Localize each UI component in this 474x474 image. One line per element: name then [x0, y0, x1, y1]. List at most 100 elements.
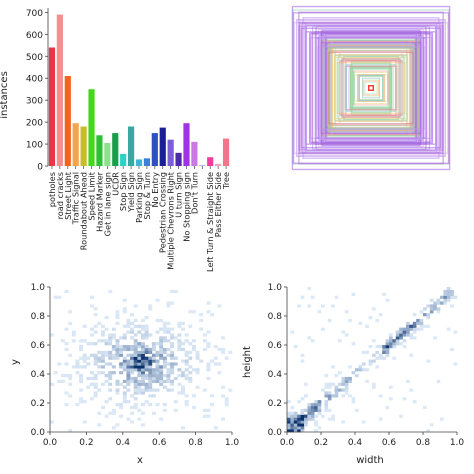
- wh-cell: [402, 397, 407, 401]
- xy-cell: [122, 397, 127, 401]
- xy-cell: [82, 365, 87, 369]
- xy-cell: [177, 391, 182, 395]
- xy-cell: [133, 318, 138, 323]
- wh-cell: [324, 403, 329, 407]
- xy-histogram: 0.00.0 0.2 0.2 0.4 0.4 0.6 0.6 0.8 0.8 1.0 1.0 x y: [10, 283, 239, 466]
- xy-cell: [100, 359, 105, 363]
- xy-cell: [151, 376, 156, 381]
- xy-cell: [137, 356, 142, 360]
- xy-cell: [159, 382, 164, 386]
- xy-cell: [104, 414, 109, 418]
- xy-cell: [162, 374, 167, 378]
- wh-cell: [338, 339, 342, 343]
- xy-cell: [93, 356, 98, 360]
- xy-cell: [115, 379, 120, 383]
- xy-cell: [177, 347, 182, 352]
- box: [314, 37, 428, 139]
- xy-cell: [170, 379, 175, 383]
- xy-cell: [79, 345, 84, 349]
- wh-cell: [385, 350, 390, 354]
- wh-cell: [317, 408, 322, 412]
- xy-cell: [224, 397, 229, 401]
- box: [332, 45, 410, 131]
- xy-cell: [141, 403, 145, 407]
- xy-cell: [144, 382, 149, 386]
- xy-cell: [93, 385, 98, 389]
- xy-cell: [141, 356, 145, 360]
- xy-cell: [108, 333, 113, 337]
- wh-cell: [317, 411, 322, 415]
- wh-y-tick-label: 1.0: [268, 283, 283, 293]
- xy-cell: [104, 400, 109, 404]
- wh-cell: [307, 287, 312, 291]
- wh-cell: [327, 385, 332, 389]
- xy-cell: [137, 408, 142, 412]
- xy-cell: [126, 359, 131, 363]
- xy-cell: [60, 374, 65, 378]
- xy-cell: [75, 359, 80, 363]
- xy-cell: [141, 359, 145, 363]
- xy-cell: [148, 365, 153, 369]
- xy-cell: [122, 365, 127, 369]
- wh-cell: [287, 429, 291, 433]
- wh-cell: [300, 429, 305, 433]
- xy-cell: [64, 362, 69, 366]
- xy-cell: [100, 382, 105, 386]
- wh-cell: [300, 426, 305, 430]
- box-overlay-panel: [291, 5, 451, 171]
- xy-cell: [115, 423, 120, 427]
- xy-cell: [79, 376, 84, 381]
- xy-cell: [155, 374, 160, 378]
- wh-cell: [416, 321, 420, 325]
- xy-cell: [119, 347, 124, 352]
- xy-cell: [184, 339, 189, 343]
- wh-cell: [450, 292, 454, 296]
- xy-cell: [100, 333, 105, 337]
- xy-cell: [206, 365, 211, 369]
- xy-cell: [191, 345, 196, 349]
- wh-cell: [314, 408, 318, 412]
- xy-cell: [188, 350, 193, 354]
- wh-cell: [395, 333, 400, 337]
- xy-cell: [144, 362, 149, 366]
- xy-cell: [184, 359, 189, 363]
- xy-cell: [104, 316, 109, 320]
- bar-x-tick-label: Parking Sign: [134, 172, 144, 223]
- wh-cell: [355, 408, 359, 412]
- xy-cell: [184, 333, 189, 337]
- wh-cell: [395, 342, 400, 346]
- xy-cell: [141, 371, 145, 375]
- wh-cell: [300, 359, 305, 363]
- xy-cell: [159, 371, 164, 375]
- xy-cell: [122, 356, 127, 360]
- xy-cell: [217, 362, 222, 366]
- xy-cell: [122, 336, 127, 340]
- xy-cell: [108, 371, 113, 375]
- xy-cell: [206, 342, 211, 346]
- xy-cell: [60, 339, 65, 343]
- xy-cell: [224, 356, 229, 360]
- xy-cell: [210, 313, 215, 317]
- wh-cell: [304, 417, 308, 421]
- xy-cell: [90, 382, 94, 386]
- xy-cell: [93, 313, 98, 317]
- xy-cell: [130, 420, 135, 424]
- wh-cell: [378, 417, 383, 421]
- wh-cell: [450, 289, 454, 294]
- xy-cell: [122, 307, 127, 311]
- xy-cell: [144, 345, 149, 349]
- xy-cell: [133, 385, 138, 389]
- wh-cell: [344, 391, 349, 395]
- xy-cell: [119, 403, 124, 407]
- wh-cell: [446, 289, 451, 294]
- xy-cell: [195, 368, 200, 372]
- xy-cell: [122, 362, 127, 366]
- wh-cell: [385, 342, 390, 346]
- wh-cell: [324, 394, 329, 398]
- xy-cell: [119, 345, 124, 349]
- xy-cell: [108, 388, 113, 392]
- xy-cell: [166, 327, 171, 331]
- xy-cell: [170, 327, 175, 331]
- xy-cell: [133, 405, 138, 410]
